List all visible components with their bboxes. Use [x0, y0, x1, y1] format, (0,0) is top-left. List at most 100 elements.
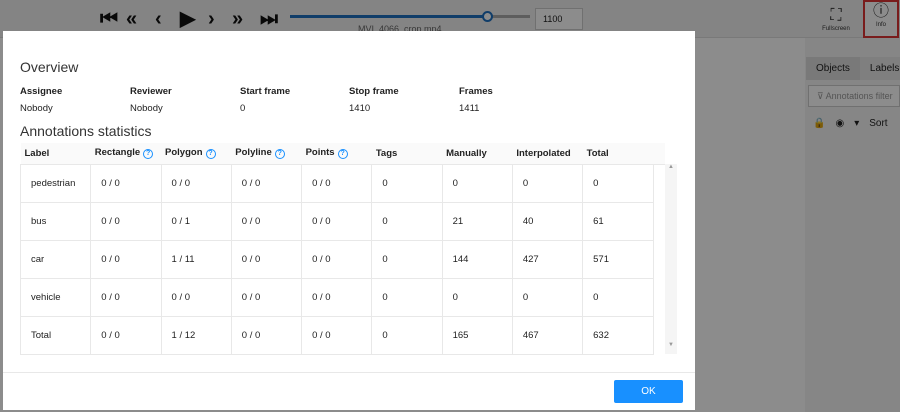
table-cell: 571: [582, 240, 654, 279]
sidebar-tools: 🔒 ◉ ▾ Sort: [813, 118, 888, 129]
help-icon[interactable]: ?: [274, 149, 285, 160]
table-cell: 21: [442, 202, 513, 241]
scroll-header: [653, 143, 665, 165]
filter-placeholder: Annotations filter: [825, 91, 893, 101]
table-cell: 0 / 0: [90, 240, 162, 279]
help-icon[interactable]: ?: [205, 149, 216, 160]
table-cell: 61: [582, 202, 654, 241]
first-frame-icon[interactable]: ⏮: [100, 8, 118, 30]
column-title: Interpolated: [516, 147, 571, 159]
overview-key: Assignee: [20, 86, 63, 97]
table-cell: 0: [582, 164, 654, 203]
overview-key: Start frame: [240, 86, 291, 97]
table-cell: 0: [512, 278, 584, 317]
fast-backward-icon[interactable]: «: [126, 8, 138, 30]
scroll-gutter: [653, 202, 665, 240]
overview-field: Reviewer Nobody: [130, 86, 172, 114]
info-button[interactable]: ⓘ Info: [863, 0, 899, 38]
column-title: Polygon: [165, 147, 203, 159]
tab-objects[interactable]: Objects: [806, 57, 860, 80]
column-header: Total: [582, 143, 653, 165]
lock-icon[interactable]: 🔒: [813, 118, 826, 129]
column-header: Polygon?: [161, 143, 232, 165]
overview-field: Assignee Nobody: [20, 86, 62, 114]
overview-key: Reviewer: [130, 86, 172, 97]
sidebar-tabs: Objects Labels: [806, 57, 900, 80]
table-cell: 0 / 0: [161, 164, 232, 203]
table-cell: 0 / 0: [231, 164, 303, 203]
column-title: Points: [305, 147, 335, 159]
table-cell: 0 / 0: [231, 316, 303, 355]
table-cell: Total: [19, 316, 92, 355]
play-icon[interactable]: ▶: [180, 8, 196, 30]
table-cell: 427: [512, 240, 584, 279]
scroll-gutter: [653, 164, 665, 202]
table-cell: 0 / 0: [90, 164, 162, 203]
table-cell: 0: [442, 164, 513, 203]
stats-table: Label Rectangle? Polygon? Polyline? Points? T…: [19, 143, 666, 355]
column-header: Tags: [371, 143, 443, 165]
column-header: Rectangle?: [90, 143, 162, 165]
table-cell: 1 / 12: [161, 316, 232, 355]
frame-slider[interactable]: [290, 11, 530, 22]
table-cell: bus: [19, 202, 92, 241]
ok-button[interactable]: OK: [614, 380, 683, 403]
table-cell: car: [19, 240, 92, 279]
overview-value: Nobody: [20, 103, 53, 114]
table-cell: 0: [371, 316, 443, 355]
annotations-filter-input[interactable]: ⊽ Annotations filter: [808, 85, 900, 107]
overview-field: Stop frame 1410: [349, 86, 399, 114]
modal-footer: [3, 372, 695, 373]
table-cell: 0 / 1: [161, 202, 232, 241]
overview-value: 1411: [459, 103, 480, 114]
table-cell: 0 / 0: [90, 278, 162, 317]
column-header: Polyline?: [231, 143, 302, 165]
hide-icon[interactable]: ◉: [835, 118, 845, 129]
table-cell: 0: [371, 278, 443, 317]
tab-labels[interactable]: Labels: [859, 57, 900, 80]
info-icon: ⓘ: [872, 3, 889, 20]
column-title: Rectangle: [94, 147, 141, 159]
overview-field: Start frame 0: [240, 86, 290, 114]
next-frame-icon[interactable]: ›: [208, 8, 215, 30]
scroll-gutter: [653, 316, 665, 354]
table-cell: 0 / 0: [231, 240, 303, 279]
table-cell: 0 / 0: [231, 202, 303, 241]
previous-frame-icon[interactable]: ‹: [155, 8, 162, 30]
table-cell: 0: [512, 164, 584, 203]
overview-title: Overview: [20, 59, 79, 75]
table-scrollbar[interactable]: ▲ ▼: [665, 164, 677, 354]
table-cell: 0 / 0: [301, 240, 373, 279]
column-title: Tags: [375, 147, 398, 159]
table-cell: 165: [442, 316, 513, 355]
table-cell: 0: [371, 240, 443, 279]
last-frame-icon[interactable]: ⏭: [260, 8, 278, 30]
help-icon[interactable]: ?: [143, 149, 154, 160]
column-title: Polyline: [235, 147, 272, 159]
frame-input[interactable]: 1100: [535, 8, 583, 30]
table-cell: 0 / 0: [301, 278, 373, 317]
fullscreen-button[interactable]: ⛶ Fullscreen: [818, 6, 854, 32]
column-header: Label: [20, 143, 91, 165]
table-cell: 0: [442, 278, 513, 317]
column-title: Label: [24, 147, 50, 159]
stats-title: Annotations statistics: [20, 123, 152, 139]
table-cell: 0: [582, 278, 654, 317]
filename: MVI_4066_crop.mp4: [358, 24, 442, 34]
table-cell: 0 / 0: [231, 278, 303, 317]
fast-forward-icon[interactable]: »: [232, 8, 244, 30]
table-cell: 0 / 0: [90, 202, 162, 241]
table-cell: 144: [442, 240, 513, 279]
overview-value: Nobody: [130, 103, 163, 114]
table-cell: 0 / 0: [301, 316, 373, 355]
help-icon[interactable]: ?: [337, 149, 348, 160]
column-title: Manually: [446, 147, 487, 159]
table-cell: 0 / 0: [90, 316, 162, 355]
caret-down-icon[interactable]: ▾: [854, 118, 860, 129]
table-cell: 40: [512, 202, 584, 241]
